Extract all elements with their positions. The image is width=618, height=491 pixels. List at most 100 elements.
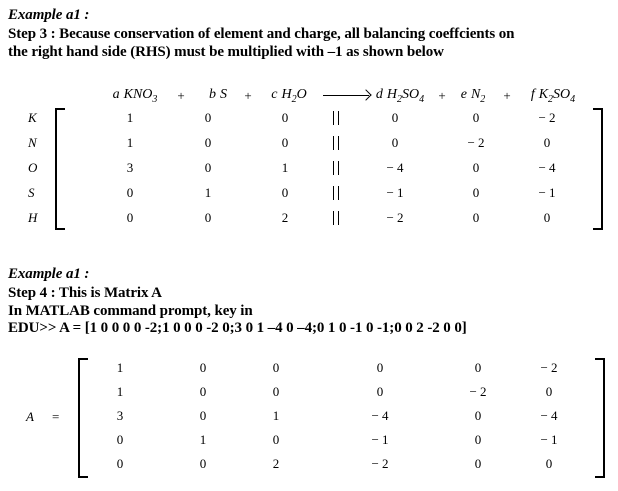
matrix-cell: 1 bbox=[199, 432, 207, 447]
matrix-cell: 0 bbox=[376, 384, 384, 399]
matrix-cell: 0 bbox=[376, 360, 384, 375]
matrix-cell: 1 bbox=[272, 408, 280, 423]
element-row-label: O bbox=[28, 160, 38, 175]
parallel-separator-icon bbox=[333, 211, 339, 225]
matrix-bracket-left bbox=[55, 108, 67, 230]
matrix-cell: 0 bbox=[281, 135, 289, 150]
equals-sign: = bbox=[52, 409, 60, 424]
matrix-cell: 0 bbox=[199, 384, 207, 399]
parallel-separator-icon bbox=[333, 111, 339, 125]
formula-main: H bbox=[386, 87, 397, 102]
matrix-cell: 3 bbox=[126, 160, 134, 175]
matrix-a: 1 0 0 0 0 − 2 1 0 0 0 − 2 0 3 0 1 − 4 0 … bbox=[78, 356, 605, 480]
equation-term-k2so4: f K2SO4 bbox=[530, 87, 576, 105]
step3-matrix: 1 0 0 0 0 − 2 1 0 0 0 − 2 0 3 0 1 − 4 0 … bbox=[55, 106, 603, 233]
matrix-cell: − 2 bbox=[538, 110, 556, 125]
matrix-cell: 0 bbox=[474, 408, 482, 423]
matrix-cell: 0 bbox=[472, 185, 480, 200]
matrix-cell: 1 bbox=[126, 135, 134, 150]
element-row-label: S bbox=[28, 185, 35, 200]
matrix-cell: 0 bbox=[126, 210, 134, 225]
plus-operator: + bbox=[177, 88, 185, 103]
coefficient-b: b bbox=[209, 87, 216, 102]
formula-main2: SO bbox=[553, 87, 571, 102]
matrix-a-label: A bbox=[26, 409, 34, 424]
formula-subscript2: 4 bbox=[419, 93, 425, 105]
matrix-cell: − 4 bbox=[371, 408, 389, 423]
matrix-cell: 0 bbox=[199, 456, 207, 471]
matrix-cell: 0 bbox=[543, 135, 551, 150]
parallel-separator-icon bbox=[333, 186, 339, 200]
matlab-command-line: EDU>> A = [1 0 0 0 0 -2;1 0 0 0 -2 0;3 0… bbox=[8, 320, 467, 336]
example-heading-step3: Example a1 : bbox=[8, 7, 90, 23]
formula-subscript: 2 bbox=[397, 93, 402, 105]
formula-main2: O bbox=[296, 87, 307, 102]
formula-subscript: 2 bbox=[480, 93, 486, 105]
matrix-cell: − 2 bbox=[386, 210, 404, 225]
matrix-cell: − 1 bbox=[371, 432, 389, 447]
matrix-cell: 0 bbox=[204, 135, 212, 150]
formula-subscript: 2 bbox=[548, 93, 554, 105]
matrix-cell: 0 bbox=[474, 456, 482, 471]
matrix-cell: 1 bbox=[116, 384, 124, 399]
matrix-cell: 0 bbox=[116, 432, 124, 447]
matrix-cell: 0 bbox=[545, 456, 553, 471]
reaction-arrow-icon bbox=[323, 95, 369, 96]
example-heading-step4: Example a1 : bbox=[8, 266, 90, 282]
formula-subscript2: 4 bbox=[570, 93, 576, 105]
matrix-cell: − 1 bbox=[540, 432, 558, 447]
matrix-cell: 0 bbox=[204, 160, 212, 175]
matrix-cell: 0 bbox=[272, 432, 280, 447]
matrix-cell: 0 bbox=[281, 185, 289, 200]
formula-main: K bbox=[538, 87, 549, 102]
matrix-cell: 0 bbox=[472, 110, 480, 125]
element-row-label: N bbox=[28, 135, 37, 150]
matrix-cell: 0 bbox=[474, 432, 482, 447]
matrix-cell: 1 bbox=[126, 110, 134, 125]
matrix-cell: − 2 bbox=[469, 384, 487, 399]
parallel-separator-icon bbox=[333, 136, 339, 150]
matrix-bracket-right bbox=[591, 108, 603, 230]
matrix-cell: − 1 bbox=[386, 185, 404, 200]
step4-text-line2: In MATLAB command prompt, key in bbox=[8, 303, 253, 319]
matrix-cell: − 1 bbox=[538, 185, 556, 200]
step3-text-line2: the right hand side (RHS) must be multip… bbox=[8, 44, 444, 60]
matrix-cell: − 2 bbox=[540, 360, 558, 375]
matrix-cell: 0 bbox=[204, 210, 212, 225]
matrix-cell: 0 bbox=[545, 384, 553, 399]
matrix-cell: − 2 bbox=[467, 135, 485, 150]
matrix-cell: 1 bbox=[204, 185, 212, 200]
formula-main: H bbox=[281, 87, 292, 102]
matrix-cell: 0 bbox=[199, 408, 207, 423]
matrix-bracket-left bbox=[78, 358, 90, 478]
matrix-cell: 0 bbox=[543, 210, 551, 225]
matrix-cell: − 2 bbox=[371, 456, 389, 471]
formula-subscript: 2 bbox=[291, 93, 297, 105]
equation-term-n2: e N2 bbox=[461, 87, 486, 105]
matrix-cell: 0 bbox=[391, 110, 399, 125]
matrix-cell: 0 bbox=[126, 185, 134, 200]
coefficient-f: f bbox=[530, 87, 535, 102]
plus-operator: + bbox=[503, 88, 511, 103]
formula-main: S bbox=[220, 87, 227, 102]
coefficient-c: c bbox=[271, 87, 278, 102]
equation-term-h2so4: d H2SO4 bbox=[375, 87, 425, 105]
matrix-cell: 3 bbox=[116, 408, 124, 423]
element-row-label: H bbox=[28, 210, 38, 225]
matrix-cell: 0 bbox=[391, 135, 399, 150]
equation-term-kno3: a KNO3 bbox=[112, 87, 158, 104]
matrix-cell: 0 bbox=[272, 360, 280, 375]
formula-main2: SO bbox=[402, 87, 420, 102]
matrix-cell: 0 bbox=[474, 360, 482, 375]
plus-operator: + bbox=[244, 88, 252, 103]
coefficient-a: a bbox=[112, 87, 120, 102]
step3-text-line1: Step 3 : Because conservation of element… bbox=[8, 26, 515, 42]
coefficient-d: d bbox=[375, 87, 383, 102]
matrix-cell: 0 bbox=[272, 384, 280, 399]
matrix-bracket-right bbox=[593, 358, 605, 478]
formula-main: KNO bbox=[123, 87, 153, 102]
matrix-cell: 0 bbox=[472, 160, 480, 175]
matrix-cell: 0 bbox=[472, 210, 480, 225]
element-row-label: K bbox=[28, 110, 37, 125]
